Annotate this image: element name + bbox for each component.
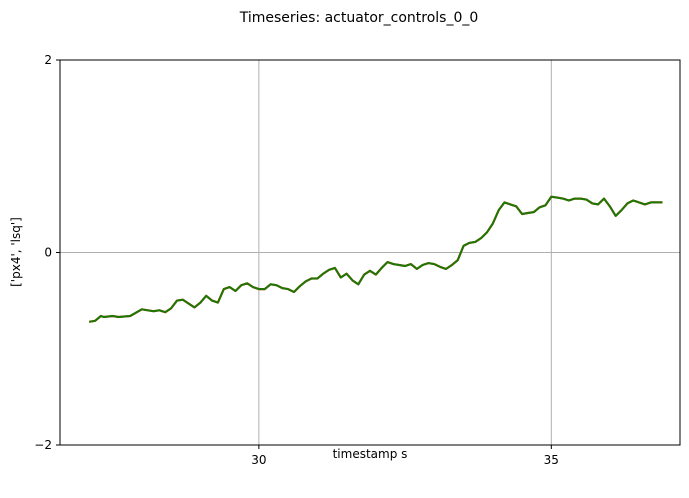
series-layer <box>89 195 663 323</box>
y-axis-label: ['px4', 'lsq'] <box>9 217 23 287</box>
grid-lines <box>60 60 680 445</box>
chart-title: Timeseries: actuator_controls_0_0 <box>239 10 479 26</box>
x-axis-label: timestamp s <box>333 447 408 461</box>
x-tick-label: 30 <box>251 453 266 467</box>
series-line <box>89 195 663 323</box>
x-tick-label: 35 <box>544 453 559 467</box>
y-tick-label: 0 <box>44 246 52 260</box>
axis-ticks: 30 35 −2 0 2 <box>34 53 559 467</box>
y-tick-label: 2 <box>44 53 52 67</box>
y-tick-label: −2 <box>34 438 52 452</box>
